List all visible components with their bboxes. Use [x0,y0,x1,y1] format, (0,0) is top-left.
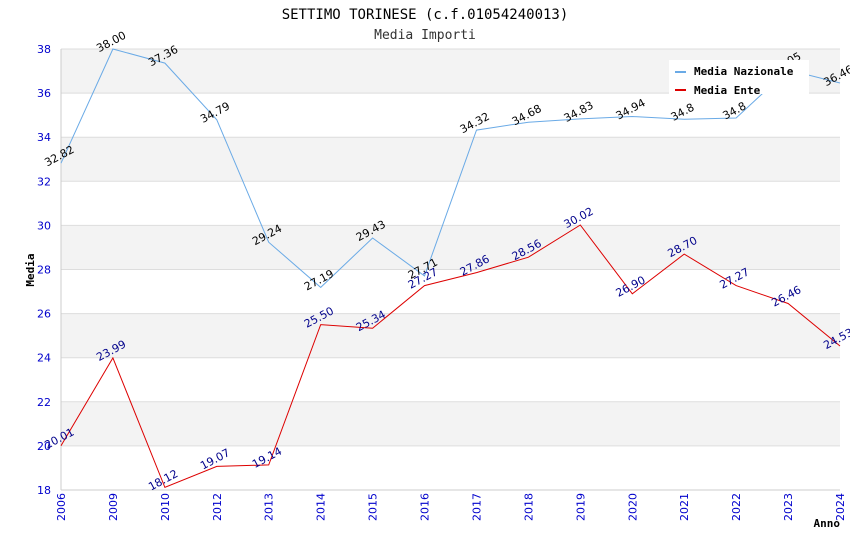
x-tick-label: 2009 [107,493,120,521]
chart-title: SETTIMO TORINESE (c.f.01054240013) [282,7,569,23]
x-axis-ticks: 2006 2009 2010 2012 2013 2014 2015 2016 2017 2018… [55,493,847,521]
series-line-nazionale [60,48,841,289]
legend-box [669,60,809,94]
y-tick-label: 34 [37,131,51,144]
y-tick-label: 38 [37,43,51,56]
y-tick-label: 32 [37,175,51,188]
x-tick-label: 2018 [522,493,535,521]
x-tick-label: 2022 [730,493,743,521]
grid-band [61,313,840,358]
y-tick-label: 24 [37,352,51,365]
x-tick-label: 2013 [263,493,276,521]
y-tick-label: 36 [37,87,51,100]
x-tick-label: 2020 [626,493,639,521]
y-tick-label: 18 [37,484,51,497]
y-axis-ticks: 18 20 22 24 26 28 30 32 34 36 38 [37,43,51,497]
grid-band [61,225,840,270]
legend: Media Nazionale Media Ente [669,60,809,97]
grid-band [61,357,840,402]
grid-band [61,269,840,314]
plot-background [60,48,840,491]
series-line-ente [60,224,841,489]
grid-band [61,401,840,446]
x-tick-label: 2010 [159,493,172,521]
legend-item-nazionale: Media Nazionale [694,65,794,78]
series-lines [60,48,841,489]
y-tick-label: 28 [37,264,51,277]
x-tick-label: 2017 [470,493,483,521]
x-tick-label: 2014 [315,493,328,521]
x-tick-label: 2016 [419,493,432,521]
x-tick-label: 2023 [782,493,795,521]
grid-band [61,137,840,182]
x-tick-label: 2012 [211,493,224,521]
x-axis-label: Anno [814,517,841,530]
chart-subtitle: Media Importi [374,28,476,43]
y-tick-label: 30 [37,219,51,232]
y-tick-label: 22 [37,396,51,409]
y-axis-label: Media [24,253,37,286]
x-tick-label: 2006 [55,493,68,521]
x-tick-label: 2024 [834,493,847,521]
x-tick-label: 2015 [367,493,380,521]
grid-band [61,93,840,138]
y-tick-label: 26 [37,308,51,321]
grid-band [61,445,840,490]
y-tick-label: 20 [37,440,51,453]
x-tick-label: 2019 [574,493,587,521]
legend-item-ente: Media Ente [694,84,761,97]
x-tick-label: 2021 [678,493,691,521]
